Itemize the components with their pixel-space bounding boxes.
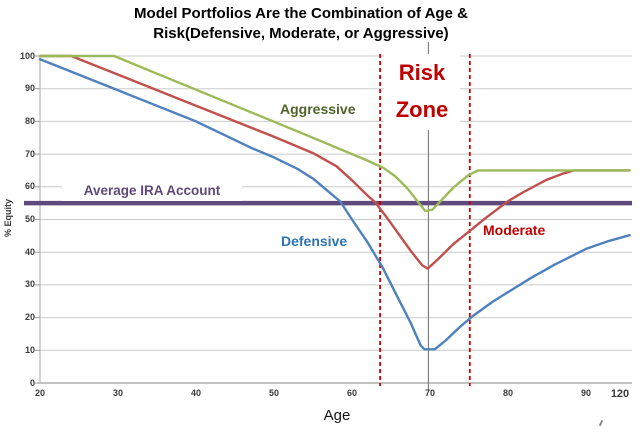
y-tick-label: 100 <box>19 50 35 61</box>
risk-zone-label: Risk Zone <box>384 54 460 130</box>
y-tick-label: 10 <box>24 344 35 355</box>
x-tick-label: 20 <box>34 388 45 398</box>
moderate-series-label: Moderate <box>483 222 546 238</box>
risk-zone-label-line1: Risk <box>398 60 446 85</box>
y-tick-label: 0 <box>29 377 35 388</box>
x-tick-label: 120 <box>610 388 630 400</box>
x-tick-label: 40 <box>190 388 201 398</box>
risk-zone-label-line2: Zone <box>395 97 449 122</box>
y-tick-label: 80 <box>24 115 35 126</box>
series-line-moderate <box>38 54 631 270</box>
x-tick-label: 30 <box>112 388 123 398</box>
y-tick-label: 40 <box>24 246 35 257</box>
x-tick-label: 60 <box>346 388 357 398</box>
average-ira-account-label: Average IRA Account <box>62 183 242 201</box>
aggressive-series-label: Aggressive <box>280 101 356 117</box>
y-tick-label: 70 <box>24 148 35 159</box>
x-tick-label: 80 <box>502 388 513 398</box>
chart-title-line2: Risk(Defensive, Moderate, or Aggressive) <box>153 25 449 42</box>
y-tick-label: 90 <box>24 83 35 94</box>
x-tick-label: 70 <box>424 388 435 398</box>
series-line-aggressive <box>38 54 631 213</box>
x-tick-label: 50 <box>268 388 279 398</box>
series-line-defensive <box>38 58 631 351</box>
x-tick-label: 90 <box>580 388 591 398</box>
chart-title: Model Portfolios Are the Combination of … <box>0 4 602 44</box>
defensive-series-label: Defensive <box>281 233 348 249</box>
y-axis-title: % Equity <box>3 199 13 238</box>
y-tick-label: 20 <box>24 312 35 323</box>
y-tick-label: 30 <box>24 279 35 290</box>
x-axis-title: Age <box>323 407 351 424</box>
y-tick-label: 50 <box>24 214 35 224</box>
y-tick-label: 60 <box>24 181 35 192</box>
chart-title-line1: Model Portfolios Are the Combination of … <box>134 5 468 22</box>
